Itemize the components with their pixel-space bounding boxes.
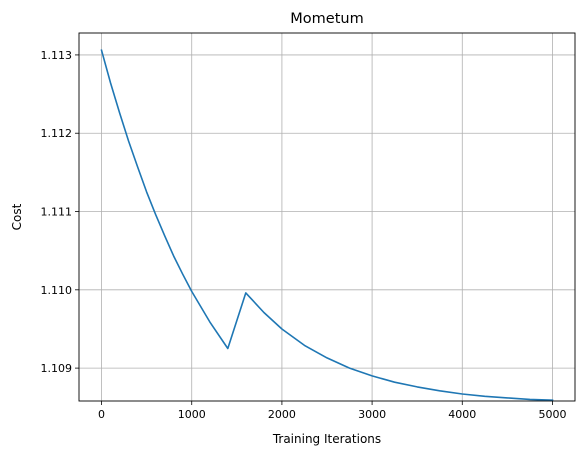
x-tick-label: 2000 xyxy=(268,408,296,421)
y-tick-label: 1.112 xyxy=(41,127,73,140)
y-axis-label: Cost xyxy=(10,203,24,230)
y-tick-label: 1.113 xyxy=(41,49,73,62)
y-tick-label: 1.109 xyxy=(41,362,73,375)
y-tick-label: 1.110 xyxy=(41,284,73,297)
x-tick-label: 5000 xyxy=(538,408,566,421)
y-tick-label: 1.111 xyxy=(41,206,73,219)
series-line xyxy=(100,49,554,402)
x-tick-label: 0 xyxy=(98,408,105,421)
plot-frame xyxy=(78,32,576,402)
axis-ticks: 0 1000 2000 3000 4000 5000 1.109 1.110 1.111 1.11… xyxy=(41,49,567,421)
grid-lines xyxy=(79,33,575,401)
x-tick-label: 1000 xyxy=(178,408,206,421)
chart-title: Mometum xyxy=(290,11,363,27)
x-tick-label: 3000 xyxy=(358,408,386,421)
x-tick-label: 4000 xyxy=(448,408,476,421)
x-axis-label: Training Iterations xyxy=(272,432,381,446)
plot-background xyxy=(79,33,575,401)
